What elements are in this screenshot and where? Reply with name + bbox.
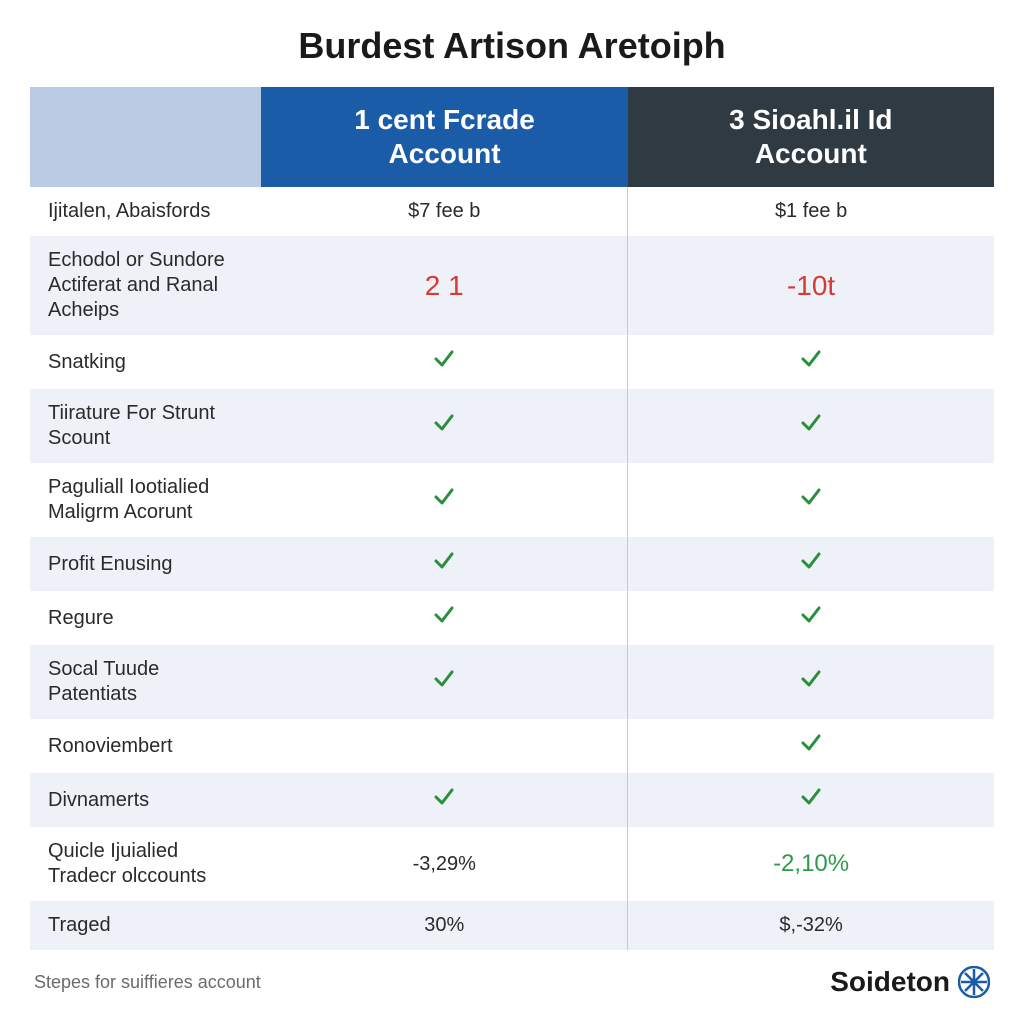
table-row: Traged30%$,-32% (30, 901, 994, 950)
table-row: Echodol or Sundore Actiferat and Ranal A… (30, 236, 994, 335)
table-row: Divnamerts (30, 773, 994, 827)
row-value: 2 1 (261, 236, 627, 335)
row-value: -3,29% (261, 827, 627, 901)
row-value: -10t (628, 236, 994, 335)
row-value (628, 591, 994, 645)
check-icon (432, 492, 456, 514)
table-row: Paguliall Iootialied Maligrm Acorunt (30, 463, 994, 537)
table-row: Ijitalen, Abaisfords$7 fee b$1 fee b (30, 187, 994, 236)
row-label: Paguliall Iootialied Maligrm Acorunt (30, 463, 261, 537)
check-icon (432, 556, 456, 578)
table-row: Ronoviembert (30, 719, 994, 773)
column-header-b: 3 Sioahl.il Id Account (628, 87, 994, 187)
row-label: Snatking (30, 335, 261, 389)
row-value (261, 335, 627, 389)
row-value (628, 719, 994, 773)
brand-name: Soideton (830, 966, 950, 998)
row-value (261, 773, 627, 827)
check-icon (799, 418, 823, 440)
header-empty (30, 87, 261, 187)
row-value (628, 335, 994, 389)
row-label: Echodol or Sundore Actiferat and Ranal A… (30, 236, 261, 335)
row-value (628, 463, 994, 537)
footer: Stepes for suiffieres account Soideton (30, 966, 994, 998)
page-title: Burdest Artison Aretoiph (30, 25, 994, 67)
check-icon (432, 674, 456, 696)
row-label: Tiirature For Strunt Scount (30, 389, 261, 463)
row-label: Ijitalen, Abaisfords (30, 187, 261, 236)
table-row: Socal Tuude Patentiats (30, 645, 994, 719)
check-icon (432, 418, 456, 440)
row-value (261, 537, 627, 591)
check-icon (432, 610, 456, 632)
row-label: Ronoviembert (30, 719, 261, 773)
row-label: Regure (30, 591, 261, 645)
check-icon (799, 492, 823, 514)
row-label: Quicle Ijuialied Tradecr olccounts (30, 827, 261, 901)
row-label: Traged (30, 901, 261, 950)
row-value (628, 645, 994, 719)
row-value: $7 fee b (261, 187, 627, 236)
row-label: Socal Tuude Patentiats (30, 645, 261, 719)
row-value (261, 645, 627, 719)
table-row: Regure (30, 591, 994, 645)
row-value: $,-32% (628, 901, 994, 950)
row-label: Profit Enusing (30, 537, 261, 591)
table-row: Profit Enusing (30, 537, 994, 591)
check-icon (799, 792, 823, 814)
value-text: -2,10% (773, 850, 849, 877)
row-value (628, 773, 994, 827)
table-row: Tiirature For Strunt Scount (30, 389, 994, 463)
check-icon (432, 354, 456, 376)
column-a-line1: 1 cent Fcrade (354, 104, 535, 135)
row-label: Divnamerts (30, 773, 261, 827)
column-b-line1: 3 Sioahl.il Id (729, 104, 892, 135)
row-value (261, 719, 627, 773)
footnote-text: Stepes for suiffieres account (34, 972, 261, 993)
column-b-line2: Account (755, 138, 867, 169)
row-value (628, 537, 994, 591)
row-value (628, 389, 994, 463)
check-icon (432, 792, 456, 814)
table-row: Quicle Ijuialied Tradecr olccounts-3,29%… (30, 827, 994, 901)
check-icon (799, 674, 823, 696)
row-value (261, 389, 627, 463)
comparison-table: 1 cent Fcrade Account 3 Sioahl.il Id Acc… (30, 87, 994, 950)
table-row: Snatking (30, 335, 994, 389)
value-text: -10t (787, 270, 835, 301)
brand-logo: Soideton (830, 966, 990, 998)
check-icon (799, 556, 823, 578)
value-text: 2 1 (425, 270, 464, 301)
column-header-a: 1 cent Fcrade Account (261, 87, 627, 187)
column-a-line2: Account (389, 138, 501, 169)
brand-icon (958, 966, 990, 998)
row-value (261, 463, 627, 537)
check-icon (799, 738, 823, 760)
row-value: -2,10% (628, 827, 994, 901)
table-header: 1 cent Fcrade Account 3 Sioahl.il Id Acc… (30, 87, 994, 187)
row-value: $1 fee b (628, 187, 994, 236)
row-value: 30% (261, 901, 627, 950)
row-value (261, 591, 627, 645)
check-icon (799, 610, 823, 632)
check-icon (799, 354, 823, 376)
